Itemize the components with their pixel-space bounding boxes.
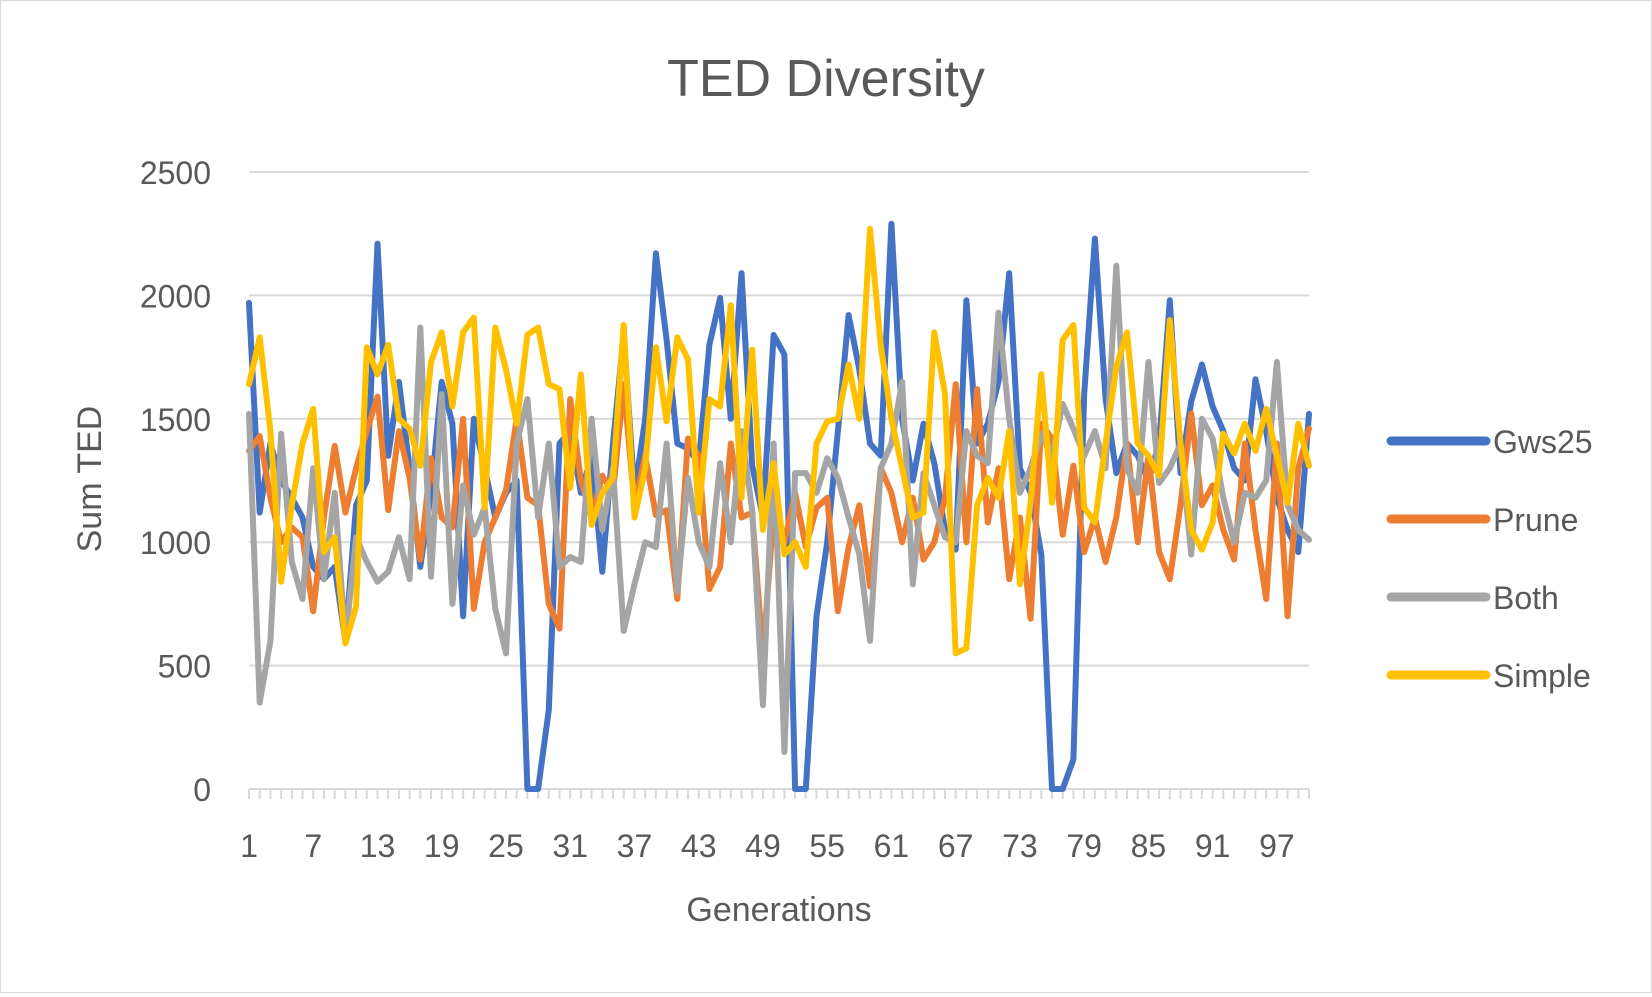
legend-label-prune: Prune [1493, 502, 1578, 538]
y-tick-label: 2000 [140, 278, 211, 314]
x-tick-label: 91 [1195, 828, 1231, 864]
x-tick-label: 79 [1066, 828, 1102, 864]
x-tick-label: 7 [304, 828, 322, 864]
x-tick-label: 55 [809, 828, 845, 864]
y-tick-label: 2500 [140, 155, 211, 191]
y-tick-label: 1500 [140, 402, 211, 438]
x-tick-label: 61 [874, 828, 910, 864]
y-tick-label: 0 [193, 772, 211, 808]
x-tick-label: 43 [681, 828, 717, 864]
x-tick-label: 85 [1131, 828, 1167, 864]
x-tick-label: 13 [360, 828, 396, 864]
series-line-both [246, 262, 1312, 755]
x-tick-label: 37 [617, 828, 653, 864]
series-lines [246, 220, 1312, 792]
x-tick-label: 31 [552, 828, 588, 864]
x-tick-label: 67 [938, 828, 974, 864]
series-line-simple [246, 225, 1312, 657]
x-axis-label: Generations [686, 891, 871, 929]
y-tick-label: 1000 [140, 525, 211, 561]
chart-title: TED Diversity [667, 50, 985, 108]
y-axis-label: Sum TED [71, 406, 109, 553]
legend: Gws25 Prune Both Simple [1386, 424, 1593, 694]
legend-label-simple: Simple [1493, 658, 1591, 694]
x-axis: 1 7 13 19 25 31 37 43 49 55 61 67 73 79 85 91 97 [240, 788, 1310, 864]
x-tick-label: 1 [240, 828, 258, 864]
x-tick-label: 73 [1002, 828, 1038, 864]
y-tick-label: 500 [158, 649, 211, 685]
y-axis-ticks: 0 500 1000 1500 2000 2500 [140, 155, 211, 808]
x-tick-label: 97 [1259, 828, 1295, 864]
x-tick-label: 25 [488, 828, 524, 864]
legend-label-gws25: Gws25 [1493, 424, 1593, 460]
legend-label-both: Both [1493, 580, 1559, 616]
x-tick-label: 19 [424, 828, 460, 864]
x-tick-label: 49 [745, 828, 781, 864]
